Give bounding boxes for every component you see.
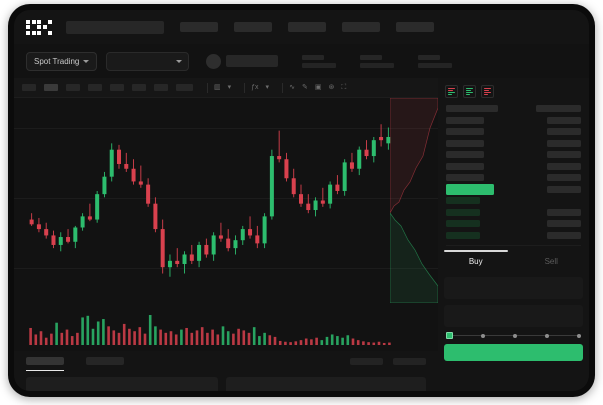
orderbook-ask-row[interactable] bbox=[438, 149, 589, 161]
orders-panel bbox=[14, 351, 438, 391]
orderbook-panel: Buy Sell bbox=[438, 78, 589, 391]
market-depth-overlay bbox=[390, 98, 438, 303]
orderbook-ask-row[interactable] bbox=[438, 161, 589, 173]
buy-sell-tabs: Buy Sell bbox=[438, 250, 589, 271]
orderbook-last-price-row[interactable] bbox=[438, 183, 589, 196]
toolbar-divider bbox=[244, 82, 246, 93]
orderbook-ask-row[interactable] bbox=[438, 126, 589, 138]
chart-toolbar: ▥ ▾ ƒx ▾ ∿ ✎ ▣ ⊛ ⛶ bbox=[14, 78, 438, 98]
orders-action-1[interactable] bbox=[393, 357, 426, 365]
orderbook-ask-row[interactable] bbox=[438, 103, 589, 115]
market-type-label: Spot Trading bbox=[34, 56, 80, 66]
price-chart[interactable] bbox=[14, 98, 438, 303]
orderbook-divider bbox=[446, 245, 581, 246]
last-price-value bbox=[226, 55, 279, 67]
orders-action-0[interactable] bbox=[350, 357, 383, 365]
orders-cards bbox=[14, 365, 438, 391]
timeframe-7[interactable] bbox=[176, 84, 193, 91]
timeframe-2[interactable] bbox=[66, 84, 80, 91]
settings-icon[interactable]: ⊛ bbox=[328, 84, 335, 91]
orders-tab-1[interactable] bbox=[86, 357, 124, 365]
nav-item-3[interactable] bbox=[342, 22, 380, 32]
indicator-icon[interactable]: ƒx bbox=[251, 84, 259, 91]
toolbar-divider bbox=[207, 82, 208, 93]
timeframe-6[interactable] bbox=[154, 84, 168, 91]
amount-slider[interactable] bbox=[438, 327, 589, 339]
slider-tick-50[interactable] bbox=[513, 333, 517, 338]
market-pair-bar: Spot Trading bbox=[14, 44, 589, 78]
timeframe-4[interactable] bbox=[110, 84, 124, 91]
pencil-icon[interactable]: ✎ bbox=[301, 84, 308, 91]
orderbook-bid-row[interactable] bbox=[438, 195, 589, 207]
orderbook-bid-row[interactable] bbox=[438, 218, 589, 230]
both-sides-view-icon[interactable] bbox=[445, 85, 458, 98]
chevron-down-icon bbox=[83, 59, 90, 63]
grid-line bbox=[14, 198, 438, 199]
ticker-stat-2 bbox=[418, 54, 453, 68]
asks-only-view-icon[interactable] bbox=[481, 85, 494, 98]
candlestick-icon[interactable]: ▥ bbox=[214, 84, 221, 91]
volume-chart bbox=[14, 303, 438, 351]
orderbook-rows[interactable] bbox=[438, 103, 589, 246]
line-chart-icon[interactable]: ∿ bbox=[289, 84, 295, 91]
orders-tab-0[interactable] bbox=[26, 357, 64, 371]
ticker-stat-0 bbox=[302, 54, 337, 68]
coin-avatar bbox=[206, 53, 222, 69]
nav-item-2[interactable] bbox=[288, 22, 326, 32]
orderbook-ask-row[interactable] bbox=[438, 138, 589, 150]
orders-tabs bbox=[14, 351, 438, 371]
ticker-stat-1 bbox=[360, 54, 395, 68]
nav-item-4[interactable] bbox=[396, 22, 434, 32]
tab-buy[interactable]: Buy bbox=[438, 250, 514, 271]
grid-line bbox=[14, 268, 438, 269]
timeframe-0[interactable] bbox=[22, 84, 36, 91]
slider-tick-75[interactable] bbox=[545, 333, 549, 338]
chevron-down-icon bbox=[176, 59, 183, 63]
order-card-0[interactable] bbox=[26, 377, 219, 391]
chevron-down-icon[interactable]: ▾ bbox=[227, 84, 232, 91]
orderbook-bid-row[interactable] bbox=[438, 230, 589, 242]
okx-logo[interactable] bbox=[26, 19, 52, 35]
timeframe-1[interactable] bbox=[44, 84, 58, 91]
submit-buy-button[interactable] bbox=[444, 344, 583, 361]
slider-track[interactable] bbox=[446, 332, 581, 339]
top-navigation-bar bbox=[14, 10, 589, 44]
order-price-field[interactable] bbox=[444, 277, 583, 299]
timeframe-3[interactable] bbox=[88, 84, 102, 91]
app-screen: Spot Trading ▥ ▾ ƒx ▾ ∿ ✎ ▣ ⊛ ⛶ bbox=[14, 10, 589, 391]
slider-knob[interactable] bbox=[446, 332, 453, 339]
orderbook-ask-row[interactable] bbox=[438, 172, 589, 184]
orderbook-bid-row[interactable] bbox=[438, 207, 589, 219]
timeframe-5[interactable] bbox=[132, 84, 146, 91]
grid-line bbox=[14, 128, 438, 129]
chevron-down-icon[interactable]: ▾ bbox=[265, 84, 270, 91]
slider-tick-100[interactable] bbox=[577, 333, 581, 338]
tablet-device-frame: Spot Trading ▥ ▾ ƒx ▾ ∿ ✎ ▣ ⊛ ⛶ bbox=[8, 4, 595, 397]
order-card-1[interactable] bbox=[226, 377, 426, 391]
nav-item-1[interactable] bbox=[234, 22, 272, 32]
nav-item-0[interactable] bbox=[180, 22, 218, 32]
market-type-dropdown[interactable]: Spot Trading bbox=[26, 51, 98, 71]
camera-icon[interactable]: ▣ bbox=[314, 84, 322, 91]
candlestick-series bbox=[29, 124, 391, 277]
orderbook-view-toggles bbox=[438, 78, 589, 103]
order-amount-field[interactable] bbox=[444, 305, 583, 327]
slider-tick-25[interactable] bbox=[481, 333, 485, 338]
orderbook-ask-row[interactable] bbox=[438, 115, 589, 127]
volume-series bbox=[29, 315, 391, 345]
toolbar-divider bbox=[282, 82, 284, 93]
pair-select-dropdown[interactable] bbox=[106, 51, 190, 71]
bids-only-view-icon[interactable] bbox=[463, 85, 476, 98]
fullscreen-icon[interactable]: ⛶ bbox=[341, 84, 347, 91]
tab-sell[interactable]: Sell bbox=[544, 257, 558, 266]
search-input[interactable] bbox=[66, 20, 164, 34]
